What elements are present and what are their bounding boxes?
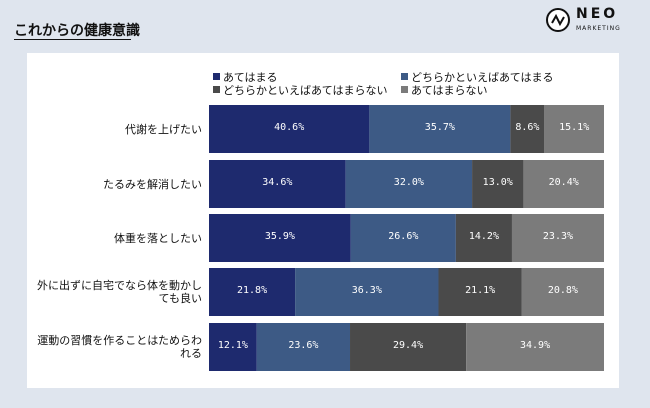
data-label: 21.8% xyxy=(237,285,268,296)
data-label: 32.0% xyxy=(393,177,424,188)
data-label: 15.1% xyxy=(559,122,590,133)
category-label-line: 運動の習慣を作ることはためらわ xyxy=(37,334,202,347)
data-label: 34.9% xyxy=(520,340,551,351)
category-label: 体重を落としたい xyxy=(22,232,202,245)
data-label: 36.3% xyxy=(351,285,382,296)
category-label-line: 代謝を上げたい xyxy=(125,122,202,136)
legend-label: あてはまる xyxy=(223,71,278,84)
legend-item: あてはまる xyxy=(213,69,278,85)
logo-subtitle: MARKETING xyxy=(576,25,621,32)
category-label-line: 体重を落としたい xyxy=(114,231,202,245)
brand-logo: NEO MARKETING xyxy=(546,6,621,36)
legend-label: どちらかといえばあてはまらない xyxy=(223,84,388,97)
data-label: 26.6% xyxy=(388,231,419,242)
category-label: 運動の習慣を作ることはためらわ れる xyxy=(22,334,202,360)
data-label: 20.4% xyxy=(548,177,579,188)
data-label: 14.2% xyxy=(468,231,499,242)
category-label: たるみを解消したい xyxy=(22,178,202,191)
data-label: 21.1% xyxy=(465,285,496,296)
data-label: 20.8% xyxy=(547,285,578,296)
legend-swatch xyxy=(213,86,220,93)
legend-item: どちらかといえばあてはまらない xyxy=(213,82,388,98)
logo-mark-icon xyxy=(546,8,570,32)
legend-item: どちらかといえばあてはまる xyxy=(401,69,554,85)
data-label: 35.7% xyxy=(424,122,455,133)
logo-name: NEO xyxy=(576,6,619,22)
data-label: 23.3% xyxy=(542,231,574,242)
page-title: これからの健康意識 xyxy=(14,23,140,39)
legend-swatch xyxy=(401,86,408,93)
data-label: 13.0% xyxy=(482,177,513,188)
legend-item: あてはまらない xyxy=(401,82,488,98)
data-label: 29.4% xyxy=(393,340,424,351)
category-label-line: 外に出ずに自宅でなら体を動かし xyxy=(37,279,202,292)
category-label: 外に出ずに自宅でなら体を動かし ても良い xyxy=(22,279,202,305)
legend-swatch xyxy=(213,73,220,80)
data-label: 23.6% xyxy=(288,340,319,351)
data-label: 35.9% xyxy=(264,231,295,242)
legend-label: あてはまらない xyxy=(411,84,488,97)
category-label-line: たるみを解消したい xyxy=(103,177,202,191)
legend-swatch xyxy=(401,73,408,80)
category-label-line: ても良い xyxy=(158,292,202,305)
data-label: 34.6% xyxy=(262,177,293,188)
data-label: 8.6% xyxy=(515,122,540,133)
legend-label: どちらかといえばあてはまる xyxy=(411,71,554,84)
data-label: 40.6% xyxy=(274,122,305,133)
category-label: 代謝を上げたい xyxy=(22,123,202,136)
data-label: 12.1% xyxy=(217,340,248,351)
title-underline xyxy=(14,39,131,40)
category-label-line: れる xyxy=(180,347,202,360)
